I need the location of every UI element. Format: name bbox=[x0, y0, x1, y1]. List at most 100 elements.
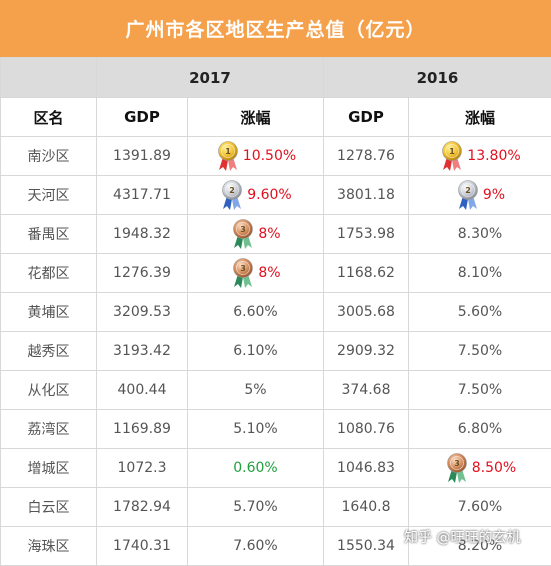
district-cell: 增城区 bbox=[1, 449, 97, 488]
growth-2017-value: 7.60% bbox=[233, 538, 277, 554]
gdp-2016-cell: 374.68 bbox=[324, 371, 409, 410]
growth-2017-value: 5.10% bbox=[233, 421, 277, 437]
growth-2016-value: 8.30% bbox=[458, 226, 502, 242]
gdp-2017-cell: 1169.89 bbox=[97, 410, 188, 449]
gold-medal-icon: 1 bbox=[439, 140, 465, 172]
growth-2016-value: 8.50% bbox=[472, 460, 516, 476]
growth-2017-value: 10.50% bbox=[243, 148, 296, 164]
growth-2017-value: 0.60% bbox=[233, 460, 277, 476]
gdp-2017-cell: 1740.31 bbox=[97, 527, 188, 566]
medal-rank-label: 1 bbox=[225, 147, 231, 156]
growth-2017-value: 5.70% bbox=[233, 499, 277, 515]
table-row: 黄埔区 3209.53 6.60% 3005.68 5.60% bbox=[1, 293, 551, 332]
growth-2017-cell: 3 8% bbox=[188, 215, 324, 254]
gdp-2017-cell: 400.44 bbox=[97, 371, 188, 410]
table-row: 花都区 1276.39 3 8% 1168.62 8.10% bbox=[1, 254, 551, 293]
growth-2016-value: 7.60% bbox=[458, 499, 502, 515]
table-row: 南沙区 1391.89 1 10.50% 1278.76 1 13.80% bbox=[1, 137, 551, 176]
district-cell: 番禺区 bbox=[1, 215, 97, 254]
growth-2016-value: 13.80% bbox=[467, 148, 520, 164]
gdp-2017-cell: 3209.53 bbox=[97, 293, 188, 332]
table-row: 白云区 1782.94 5.70% 1640.8 7.60% bbox=[1, 488, 551, 527]
growth-2017-value: 6.60% bbox=[233, 304, 277, 320]
growth-2017-value: 9.60% bbox=[247, 187, 291, 203]
gdp-2016-cell: 1550.34 bbox=[324, 527, 409, 566]
growth-2017-value: 6.10% bbox=[233, 343, 277, 359]
bronze-medal-icon: 3 bbox=[230, 218, 256, 250]
medal-rank-label: 3 bbox=[241, 264, 247, 273]
table-row: 越秀区 3193.42 6.10% 2909.32 7.50% bbox=[1, 332, 551, 371]
gdp-2017-cell: 1391.89 bbox=[97, 137, 188, 176]
gdp-2016-cell: 1753.98 bbox=[324, 215, 409, 254]
medal-rank-label: 3 bbox=[454, 459, 460, 468]
gdp-2017-header: GDP bbox=[97, 98, 188, 137]
growth-2016-header: 涨幅 bbox=[409, 98, 551, 137]
growth-2017-cell: 0.60% bbox=[188, 449, 324, 488]
growth-2017-value: 5% bbox=[244, 382, 266, 398]
table-row: 荔湾区 1169.89 5.10% 1080.76 6.80% bbox=[1, 410, 551, 449]
growth-2016-cell: 7.60% bbox=[409, 488, 551, 527]
district-cell: 天河区 bbox=[1, 176, 97, 215]
column-header-row: 区名 GDP 涨幅 GDP 涨幅 bbox=[1, 98, 551, 137]
gdp-2016-cell: 1080.76 bbox=[324, 410, 409, 449]
growth-2017-cell: 5.10% bbox=[188, 410, 324, 449]
growth-2016-value: 8.20% bbox=[458, 538, 502, 554]
growth-2016-value: 5.60% bbox=[458, 304, 502, 320]
growth-2016-cell: 3 8.50% bbox=[409, 449, 551, 488]
medal-rank-label: 1 bbox=[450, 147, 456, 156]
gdp-2017-cell: 1782.94 bbox=[97, 488, 188, 527]
growth-2017-cell: 6.60% bbox=[188, 293, 324, 332]
growth-2016-cell: 7.50% bbox=[409, 332, 551, 371]
district-cell: 荔湾区 bbox=[1, 410, 97, 449]
growth-2017-cell: 5.70% bbox=[188, 488, 324, 527]
growth-2016-cell: 7.50% bbox=[409, 371, 551, 410]
district-cell: 越秀区 bbox=[1, 332, 97, 371]
gdp-2017-cell: 1072.3 bbox=[97, 449, 188, 488]
gdp-2016-cell: 1640.8 bbox=[324, 488, 409, 527]
district-cell: 花都区 bbox=[1, 254, 97, 293]
table-title: 广州市各区地区生产总值（亿元） bbox=[0, 0, 551, 57]
district-cell: 南沙区 bbox=[1, 137, 97, 176]
gdp-2017-cell: 1948.32 bbox=[97, 215, 188, 254]
growth-2016-cell: 2 9% bbox=[409, 176, 551, 215]
growth-2016-cell: 6.80% bbox=[409, 410, 551, 449]
gdp-2016-cell: 1168.62 bbox=[324, 254, 409, 293]
table-row: 增城区 1072.3 0.60% 1046.83 3 8.50% bbox=[1, 449, 551, 488]
gdp-2016-cell: 1278.76 bbox=[324, 137, 409, 176]
district-cell: 白云区 bbox=[1, 488, 97, 527]
gdp-2017-cell: 3193.42 bbox=[97, 332, 188, 371]
district-cell: 从化区 bbox=[1, 371, 97, 410]
growth-2016-cell: 1 13.80% bbox=[409, 137, 551, 176]
table-row: 天河区 4317.71 2 9.60% 3801.18 2 9% bbox=[1, 176, 551, 215]
gdp-2017-cell: 1276.39 bbox=[97, 254, 188, 293]
gdp-2016-cell: 1046.83 bbox=[324, 449, 409, 488]
year-2017-header: 2017 bbox=[97, 58, 324, 98]
district-header: 区名 bbox=[1, 98, 97, 137]
growth-2017-cell: 1 10.50% bbox=[188, 137, 324, 176]
growth-2017-cell: 2 9.60% bbox=[188, 176, 324, 215]
medal-rank-label: 3 bbox=[241, 225, 247, 234]
growth-2016-value: 9% bbox=[483, 187, 505, 203]
gdp-2016-header: GDP bbox=[324, 98, 409, 137]
gdp-2016-cell: 2909.32 bbox=[324, 332, 409, 371]
year-2016-header: 2016 bbox=[324, 58, 551, 98]
year-header-spacer bbox=[1, 58, 97, 98]
gdp-2016-cell: 3005.68 bbox=[324, 293, 409, 332]
growth-2016-cell: 8.20% bbox=[409, 527, 551, 566]
growth-2016-cell: 8.10% bbox=[409, 254, 551, 293]
silver-medal-icon: 2 bbox=[455, 179, 481, 211]
silver-medal-icon: 2 bbox=[219, 179, 245, 211]
gdp-2017-cell: 4317.71 bbox=[97, 176, 188, 215]
medal-rank-label: 2 bbox=[465, 186, 471, 195]
growth-2017-value: 8% bbox=[258, 265, 280, 281]
growth-2016-value: 8.10% bbox=[458, 265, 502, 281]
growth-2016-value: 7.50% bbox=[458, 382, 502, 398]
gdp-2016-cell: 3801.18 bbox=[324, 176, 409, 215]
growth-2017-cell: 5% bbox=[188, 371, 324, 410]
table-row: 番禺区 1948.32 3 8% 1753.98 8.30% bbox=[1, 215, 551, 254]
year-header-row: 2017 2016 bbox=[1, 58, 551, 98]
gdp-table: 2017 2016 区名 GDP 涨幅 GDP 涨幅 南沙区 1391.89 1… bbox=[0, 57, 551, 566]
growth-2016-value: 7.50% bbox=[458, 343, 502, 359]
table-row: 从化区 400.44 5% 374.68 7.50% bbox=[1, 371, 551, 410]
gold-medal-icon: 1 bbox=[215, 140, 241, 172]
